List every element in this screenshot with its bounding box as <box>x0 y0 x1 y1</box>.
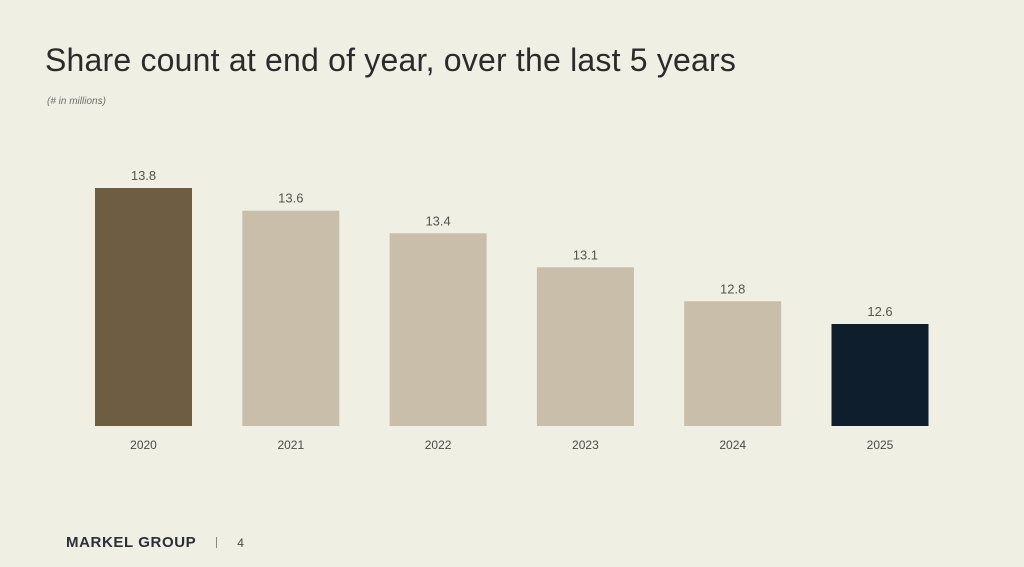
x-tick-label-2023: 2023 <box>572 438 599 452</box>
footer: MARKEL GROUP 4 <box>66 534 244 551</box>
bar-2024 <box>684 301 782 426</box>
bar-2021 <box>242 210 340 426</box>
data-label-2022: 13.4 <box>425 213 450 228</box>
chart-subtitle: (# in millions) <box>47 96 106 107</box>
brand-logo-text: MARKEL GROUP <box>66 534 197 551</box>
x-tick-label-2024: 2024 <box>719 438 746 452</box>
data-label-2020: 13.8 <box>131 168 156 183</box>
x-tick-label-2022: 2022 <box>425 438 452 452</box>
page-title: Share count at end of year, over the las… <box>45 42 737 78</box>
data-label-2021: 13.6 <box>278 191 303 206</box>
x-tick-label-2021: 2021 <box>277 438 304 452</box>
bar-2022 <box>389 233 487 426</box>
bar-2020 <box>95 188 192 426</box>
data-label-2024: 12.8 <box>720 281 745 296</box>
page-number: 4 <box>237 535 244 550</box>
data-label-2023: 13.1 <box>573 247 598 262</box>
x-tick-label-2025: 2025 <box>867 438 894 452</box>
footer-separator <box>216 537 218 548</box>
bar-2023 <box>536 267 634 426</box>
x-tick-label-2020: 2020 <box>130 438 157 452</box>
data-label-2025: 12.6 <box>867 304 892 319</box>
bar-2025 <box>831 324 929 426</box>
